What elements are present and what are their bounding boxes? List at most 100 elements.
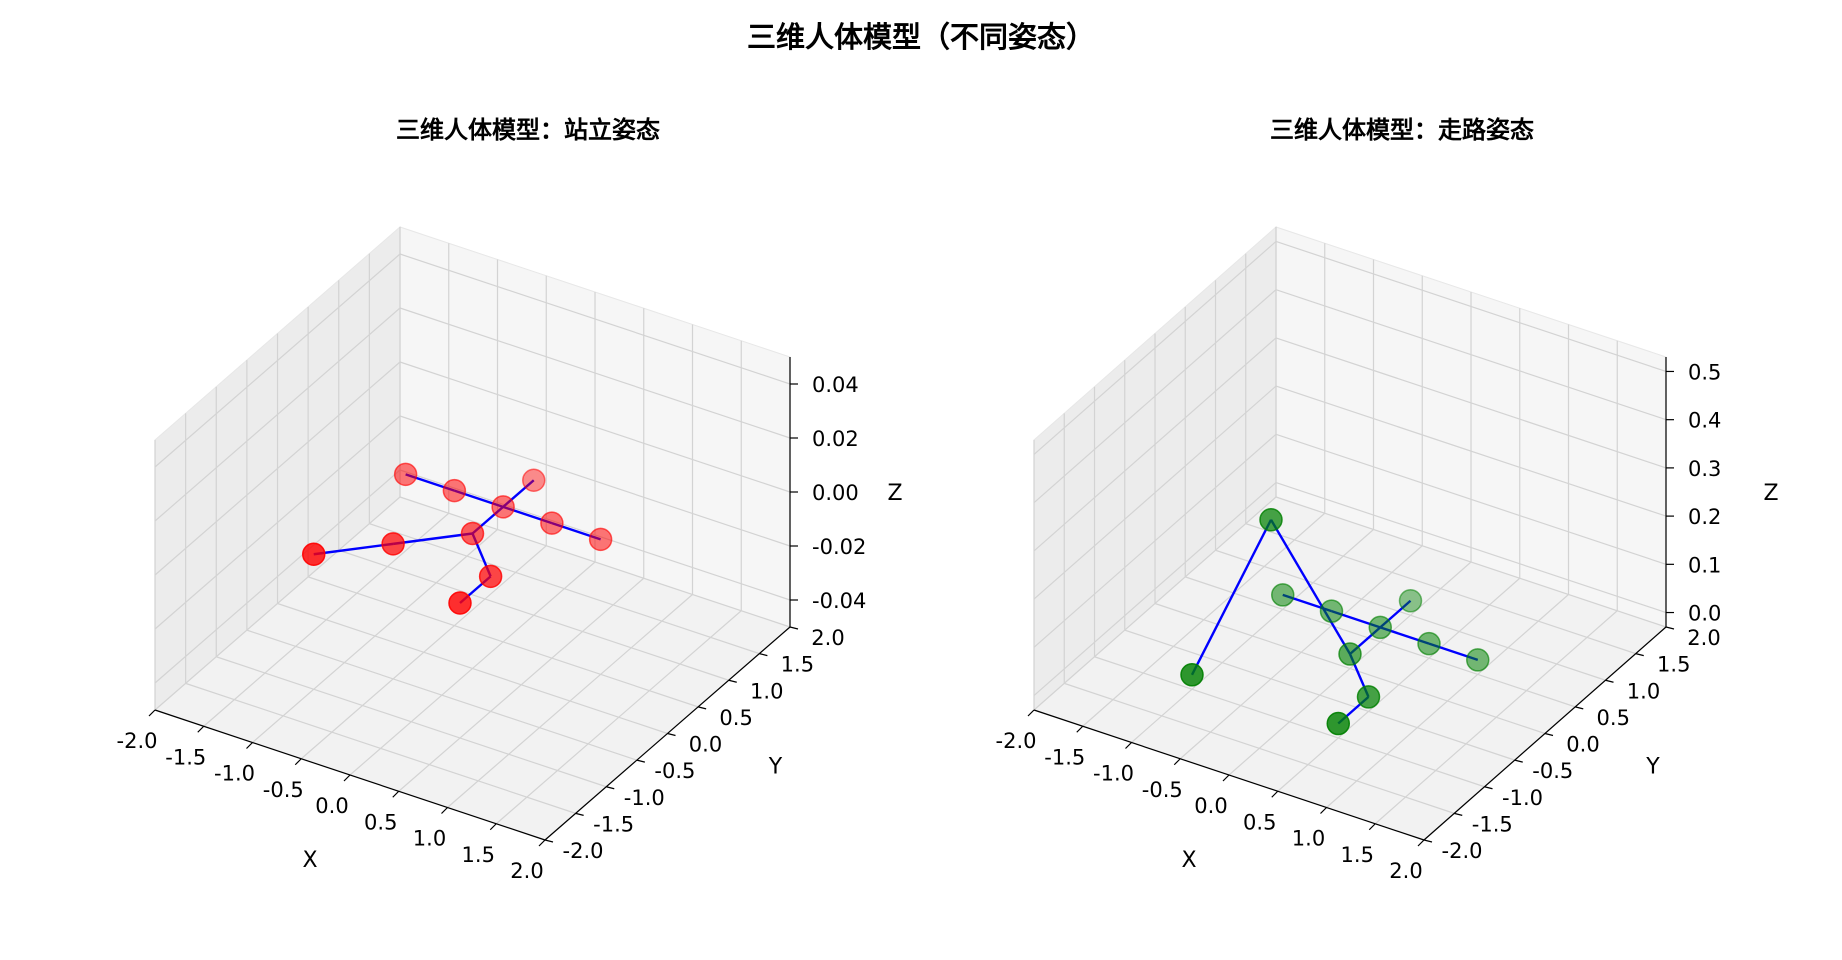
joint-right-hand [588, 527, 613, 552]
grid-line [1245, 523, 1636, 655]
x-tick-label: 1.0 [1292, 827, 1325, 851]
grid-line [277, 602, 668, 735]
y-tick-label: 0.0 [1566, 733, 1599, 757]
z-tick-label: 0.1 [1688, 553, 1721, 577]
grid-line [1033, 241, 1277, 455]
grid-line [1275, 385, 1667, 517]
x-tick-label: 1.5 [462, 843, 495, 867]
x-tick-mark [1368, 823, 1376, 831]
grid-line [399, 253, 791, 385]
x-tick-mark [1173, 758, 1181, 766]
z-tick-label: 0.0 [1688, 602, 1721, 626]
joint-right-knee [1356, 685, 1381, 709]
z-axis-label: Z [887, 481, 902, 506]
x-tick-label: 2.0 [1389, 859, 1422, 883]
y-tick-label: 1.5 [1657, 653, 1690, 677]
joint-torso [1338, 642, 1362, 666]
x-axis-label: X [302, 848, 317, 873]
y-tick-mark [1514, 759, 1523, 763]
y-tick-label: 2.0 [1687, 626, 1720, 650]
z-tick-label: 0.04 [812, 373, 859, 397]
y-tick-mark [606, 786, 615, 790]
joint-neck [491, 495, 515, 519]
grid-line [1185, 576, 1576, 708]
bone-torso-left-knee [1269, 519, 1352, 655]
x-tick-label: 0.5 [364, 810, 397, 834]
grid-line [1215, 549, 1606, 681]
grid-line [1154, 602, 1546, 735]
x-tick-label: -0.5 [263, 778, 304, 802]
y-tick-label: 1.5 [781, 653, 814, 677]
grid-line [154, 469, 401, 684]
x-tick-label: -1.0 [1093, 762, 1134, 786]
y-tick-label: -2.0 [1442, 839, 1483, 863]
y-tick-mark [1575, 706, 1584, 710]
y-tick-mark [1454, 812, 1463, 816]
joint-head [1398, 589, 1423, 613]
y-tick-label: 1.0 [1627, 679, 1660, 703]
grid-line [1033, 337, 1277, 552]
y-tick-label: -1.0 [624, 786, 665, 810]
x-tick-mark [294, 758, 302, 766]
x-tick-mark [1125, 742, 1132, 749]
z-tick-label: 0.4 [1688, 409, 1721, 433]
y-tick-mark [728, 679, 737, 683]
grid-line [399, 496, 791, 628]
grid-line [307, 576, 699, 708]
x-tick-mark [392, 790, 400, 798]
grid-line [338, 549, 729, 681]
y-tick-mark [575, 812, 584, 816]
joint-left-elbow [442, 478, 467, 503]
x-tick-label: 1.0 [413, 827, 446, 851]
joint-torso [460, 521, 485, 546]
y-tick-label: -2.0 [563, 839, 604, 863]
x-tick-mark [1271, 790, 1279, 798]
x-tick-mark [1320, 807, 1327, 814]
y-tick-label: -0.5 [1532, 759, 1573, 783]
y-tick-mark [544, 839, 554, 843]
grid-line [1033, 433, 1277, 648]
grid-line [399, 361, 791, 493]
x-tick-mark [489, 823, 497, 831]
y-axis-label: Y [1645, 755, 1660, 780]
joint-right-hand [1466, 648, 1490, 672]
grid-line [1064, 682, 1455, 814]
grid-line [369, 523, 760, 655]
y-tick-mark [1605, 679, 1614, 683]
grid-line [1094, 656, 1485, 788]
y-tick-mark [1544, 732, 1554, 737]
joint-left-foot [302, 542, 326, 566]
grid-line [1124, 629, 1515, 761]
bone-left-knee-left-foot [313, 542, 394, 556]
joint-right-elbow [540, 511, 564, 535]
x-tick-label: -1.5 [165, 745, 206, 769]
y-tick-label: 0.0 [689, 733, 722, 757]
x-tick-label: -2.0 [996, 729, 1037, 753]
grid-line [399, 307, 791, 439]
x-tick-label: 0.0 [1194, 794, 1227, 818]
x-tick-mark [343, 774, 351, 782]
grid-line [154, 253, 401, 468]
z-tick-label: 0.00 [812, 481, 859, 505]
joint-left-knee [1259, 508, 1283, 532]
figure-title: 三维人体模型（不同姿态） [746, 20, 1095, 54]
x-tick-label: -1.0 [214, 762, 255, 786]
grid-line [1033, 385, 1277, 600]
z-tick-label: -0.02 [812, 535, 866, 559]
grid-line [246, 629, 638, 761]
bone-torso-left-knee [392, 532, 473, 546]
y-tick-mark [1635, 653, 1644, 657]
grid-line [1275, 481, 1667, 614]
x-tick-label: 0.0 [315, 794, 348, 818]
y-tick-mark [636, 759, 646, 763]
y-tick-label: 0.5 [719, 706, 752, 730]
y-tick-label: 0.5 [1597, 706, 1630, 730]
y-tick-label: -0.5 [654, 759, 695, 783]
grid-line [399, 415, 791, 547]
x-tick-label: 2.0 [510, 859, 543, 883]
x-tick-label: -0.5 [1142, 778, 1183, 802]
joint-left-knee [381, 532, 405, 556]
y-tick-mark [1423, 839, 1433, 843]
x-tick-label: 0.5 [1243, 810, 1276, 834]
y-tick-mark [759, 653, 768, 657]
